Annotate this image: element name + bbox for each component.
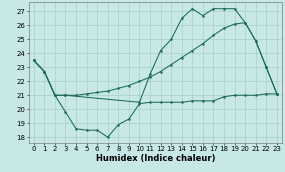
X-axis label: Humidex (Indice chaleur): Humidex (Indice chaleur)	[95, 154, 215, 163]
